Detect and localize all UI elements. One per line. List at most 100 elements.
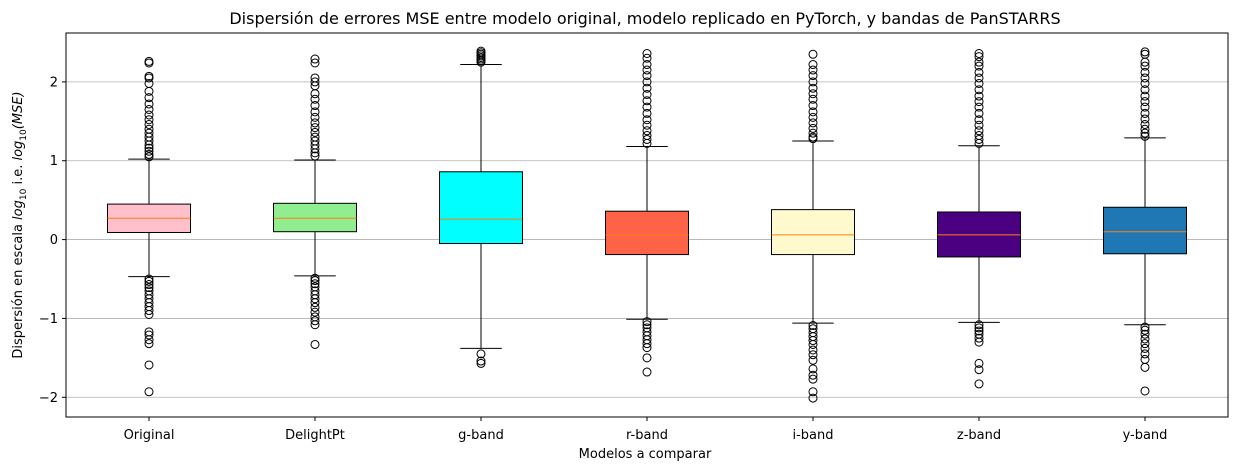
outlier-point (144, 104, 154, 114)
outlier-point (310, 316, 320, 326)
box-iqr (771, 209, 855, 256)
outlier-point (974, 57, 984, 67)
outlier-point (974, 333, 984, 343)
outlier-point (808, 355, 818, 365)
outlier-point (144, 306, 154, 316)
outlier-point (310, 58, 320, 68)
outlier-point (974, 108, 984, 118)
outlier-point (642, 353, 652, 363)
outlier-point (476, 358, 486, 368)
outlier-point (310, 77, 320, 87)
outlier-point (808, 89, 818, 99)
outlier-point (808, 321, 818, 331)
outlier-point (808, 123, 818, 133)
box-r-band (605, 49, 689, 377)
outlier-point (642, 134, 652, 144)
outlier-point (808, 336, 818, 346)
outlier-point (974, 85, 984, 95)
y-axis-label-sub2: 10 (19, 129, 29, 141)
outlier-point (642, 343, 652, 353)
outlier-point (310, 273, 320, 283)
outlier-point (808, 107, 818, 117)
box-g-band (439, 46, 523, 368)
box-Original (107, 56, 191, 397)
chart-title: Dispersión de errores MSE entre modelo o… (229, 9, 1060, 28)
outlier-point (642, 126, 652, 136)
outlier-point (642, 96, 652, 106)
outlier-point (974, 52, 984, 62)
outlier-point (1140, 354, 1150, 364)
x-tick-label: z-band (957, 428, 1001, 443)
outlier-point (310, 144, 320, 154)
outlier-point (144, 58, 154, 68)
outlier-point (808, 83, 818, 93)
outlier-point (808, 60, 818, 70)
outlier-point (642, 339, 652, 349)
outlier-point (144, 140, 154, 150)
outlier-point (974, 126, 984, 136)
outlier-point (1140, 102, 1150, 112)
y-axis-label-sub: 10 (19, 188, 29, 200)
outlier-point (1140, 131, 1150, 141)
outlier-point (1140, 97, 1150, 107)
outlier-point (642, 317, 652, 327)
outlier-point (310, 118, 320, 128)
outlier-point (808, 112, 818, 122)
outlier-point (808, 370, 818, 380)
outlier-point (808, 339, 818, 349)
outlier-point (1140, 334, 1150, 344)
outlier-point (808, 345, 818, 355)
outlier-point (144, 309, 154, 319)
outlier-point (808, 393, 818, 403)
box-z-band (937, 49, 1021, 389)
y-axis-label-prefix: Dispersión en escala (11, 220, 26, 359)
box-iqr (1103, 206, 1187, 255)
box-DelightPt (273, 54, 357, 349)
outlier-point (808, 101, 818, 111)
box-iqr (273, 202, 357, 233)
outlier-point (808, 134, 818, 144)
outlier-point (144, 149, 154, 159)
outlier-point (808, 71, 818, 81)
outlier-point (144, 276, 154, 286)
outlier-point (974, 91, 984, 101)
outlier-point (974, 379, 984, 389)
outlier-point (310, 320, 320, 330)
outlier-point (808, 364, 818, 374)
x-tick-label: i-band (792, 428, 833, 443)
outlier-point (310, 298, 320, 308)
outlier-point (310, 112, 320, 122)
y-tick-label: 0 (50, 233, 58, 248)
outlier-point (1140, 128, 1150, 138)
outlier-point (642, 120, 652, 130)
outlier-point (310, 302, 320, 312)
x-tick-label: y-band (1123, 428, 1168, 443)
outlier-point (144, 335, 154, 345)
box-y-band (1103, 47, 1187, 396)
outlier-point (310, 151, 320, 161)
outlier-point (310, 107, 320, 117)
outlier-point (144, 146, 154, 156)
outlier-point (1140, 322, 1150, 332)
outlier-point (808, 49, 818, 59)
outlier-point (808, 65, 818, 75)
outlier-point (310, 279, 320, 289)
outlier-point (642, 53, 652, 63)
outlier-point (974, 323, 984, 333)
outlier-point (808, 350, 818, 360)
outlier-point (974, 115, 984, 125)
outlier-point (974, 358, 984, 368)
outlier-point (642, 60, 652, 70)
outlier-point (144, 143, 154, 153)
outlier-point (310, 294, 320, 304)
outlier-point (1140, 325, 1150, 335)
outlier-point (974, 49, 984, 59)
outlier-point (1140, 386, 1150, 396)
outlier-point (476, 349, 486, 359)
outlier-point (144, 274, 154, 284)
outlier-point (1140, 124, 1150, 134)
outlier-point (1140, 73, 1150, 83)
y-tick-label: 2 (50, 75, 58, 90)
outlier-point (1140, 114, 1150, 124)
y-tick-label: −1 (39, 312, 58, 327)
